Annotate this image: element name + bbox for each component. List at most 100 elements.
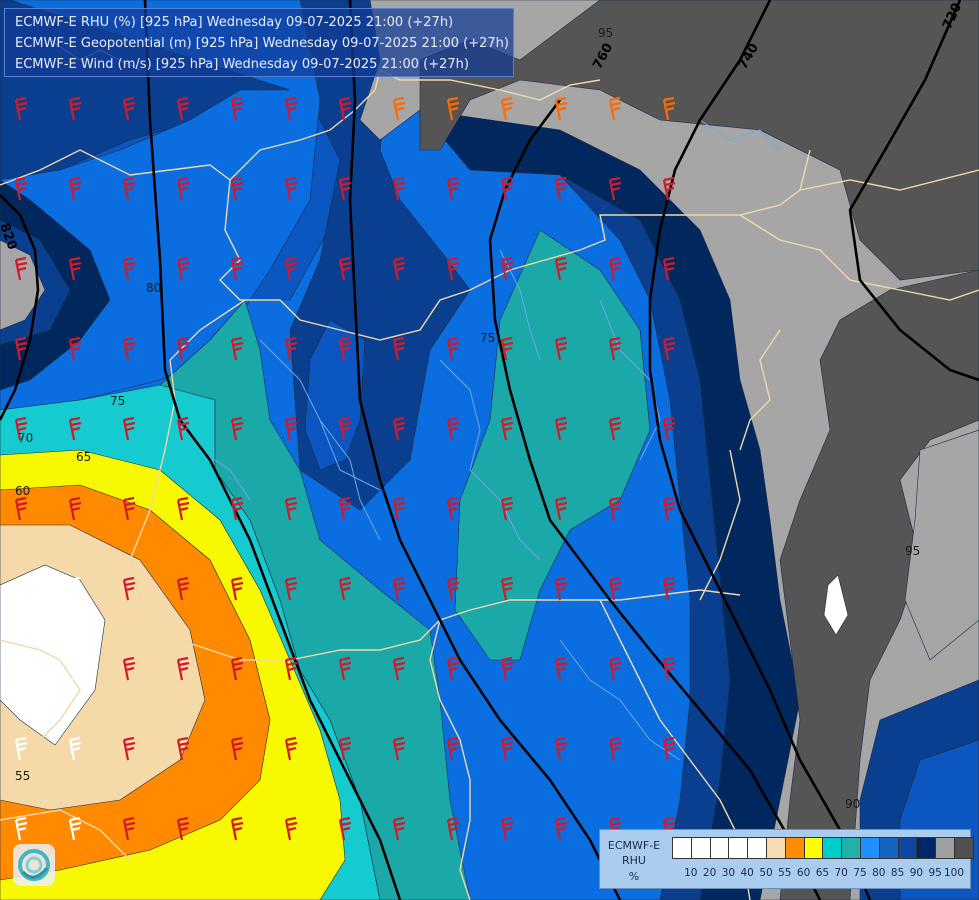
wind-barb	[68, 416, 82, 441]
wind-barb	[446, 336, 460, 361]
wind-barb	[446, 736, 460, 761]
wind-barb	[68, 496, 82, 521]
wind-barb	[284, 416, 298, 441]
rhu-area-100-northeast	[419, 0, 979, 281]
wind-barb	[176, 656, 190, 681]
rhu-contour-label: 60	[15, 484, 30, 498]
rhu-contour-label: 65	[76, 450, 91, 464]
wind-barb	[230, 256, 244, 281]
wind-barb	[14, 416, 28, 441]
wind-barb	[392, 496, 406, 521]
country-border	[799, 169, 979, 191]
wind-barb	[176, 416, 190, 441]
wind-barb	[68, 96, 82, 121]
wind-barb	[608, 576, 622, 601]
wind-barb	[500, 416, 514, 441]
legend-tick-label: 100	[943, 867, 965, 879]
wind-barb	[662, 736, 676, 761]
rhu-contour-label: 95	[905, 544, 920, 558]
wind-barb	[608, 416, 622, 441]
wind-barb	[68, 736, 82, 761]
wind-barb	[68, 816, 82, 841]
wind-barb	[554, 816, 568, 841]
wind-barb	[176, 576, 190, 601]
rhu-contour-label: 75	[110, 394, 125, 408]
geopotential-contour	[348, 0, 622, 900]
wind-barb	[662, 256, 676, 281]
legend-tick-label: 20	[702, 867, 717, 879]
wind-barb	[662, 656, 676, 681]
wind-barb	[500, 336, 514, 361]
wind-barb	[338, 496, 352, 521]
rhu-contour-label: 90	[845, 797, 860, 811]
wind-barb	[122, 256, 136, 281]
wind-barb	[554, 416, 568, 441]
wind-barb	[122, 496, 136, 521]
wind-barb	[284, 496, 298, 521]
wind-barb	[230, 656, 244, 681]
wind-barb	[176, 816, 190, 841]
wind-barb	[500, 256, 514, 281]
rhu-area-95-east-pocket	[904, 429, 979, 661]
geopotential-contour	[0, 194, 40, 421]
wind-barb	[446, 816, 460, 841]
wind-barb	[68, 656, 82, 681]
river	[199, 449, 251, 501]
wind-barb	[446, 96, 460, 121]
country-border	[739, 214, 979, 301]
wind-barb	[230, 816, 244, 841]
legend-swatch	[672, 837, 692, 859]
country-border	[699, 449, 741, 601]
legend-tick-label: 10	[684, 867, 698, 879]
wind-barb	[176, 176, 190, 201]
river	[499, 249, 541, 361]
wind-barb	[284, 176, 298, 201]
legend-tick-label: 90	[909, 867, 924, 879]
wind-barb	[68, 576, 82, 601]
wind-barb	[392, 816, 406, 841]
river	[439, 359, 541, 561]
wind-barb	[392, 736, 406, 761]
wind-barb	[14, 176, 28, 201]
legend-swatch	[784, 837, 805, 859]
wind-barb	[554, 256, 568, 281]
wind-barb	[554, 96, 568, 121]
wind-barb	[608, 336, 622, 361]
wind-barb	[338, 176, 352, 201]
wind-barb	[122, 336, 136, 361]
legend-swatch	[766, 837, 786, 859]
legend-tick-label: 75	[853, 867, 867, 879]
legend-tick-label: 50	[759, 867, 773, 879]
country-border	[0, 809, 131, 861]
wind-barb	[122, 816, 136, 841]
wind-barb	[392, 96, 406, 121]
river	[699, 119, 781, 151]
wind-barb	[608, 736, 622, 761]
legend-title-unit: %	[628, 870, 640, 883]
wind-barb	[554, 496, 568, 521]
wind-barb	[284, 336, 298, 361]
legend-swatch	[916, 837, 937, 859]
wind-barb	[122, 576, 136, 601]
wind-barb	[446, 496, 460, 521]
wind-barb	[14, 816, 28, 841]
wind-barb	[500, 176, 514, 201]
legend-title-model: ECMWF-E	[607, 839, 661, 852]
wind-barb	[176, 736, 190, 761]
wind-barb	[230, 496, 244, 521]
geopotential-contour	[848, 0, 979, 382]
legend-tick-label: 55	[778, 867, 792, 879]
wind-barb	[14, 96, 28, 121]
wind-barb	[122, 96, 136, 121]
wind-barb	[338, 96, 352, 121]
country-border	[739, 329, 781, 451]
wind-barb	[338, 816, 352, 841]
river	[599, 299, 661, 461]
wind-barb	[338, 416, 352, 441]
wind-barb	[554, 176, 568, 201]
wind-barb	[230, 336, 244, 361]
wind-barb	[608, 176, 622, 201]
wind-barb	[176, 336, 190, 361]
wind-barb	[68, 336, 82, 361]
